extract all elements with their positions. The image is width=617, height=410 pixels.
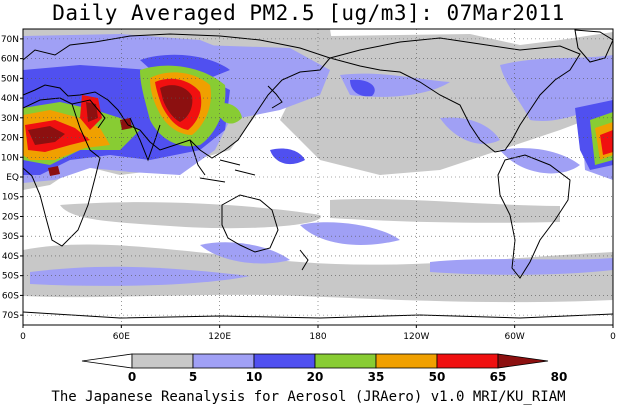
legend-swatch: [314, 353, 377, 369]
legend-swatch: [192, 353, 255, 369]
legend-swatch: [436, 353, 499, 369]
y-tick-label: 10S: [2, 193, 19, 203]
y-tick-label: 70N: [1, 35, 19, 45]
y-tick-label: 40S: [2, 252, 19, 262]
color-legend: 0 5 10 20 35 50 65 80: [81, 353, 568, 384]
y-tick-label: 30S: [2, 232, 19, 242]
coastline-arabia-india: [71, 99, 161, 162]
x-tick-label: 60E: [113, 332, 130, 342]
coastline-north-america: [328, 37, 581, 153]
x-tick-label: 0: [610, 332, 616, 342]
aerosol-field: [23, 29, 613, 303]
band-80-plus: [28, 85, 193, 176]
legend-label: 20: [307, 370, 324, 384]
x-tick-label: 60W: [504, 332, 524, 342]
y-tick-label: 20N: [1, 134, 19, 144]
legend-label: 65: [490, 370, 507, 384]
legend-swatch: [253, 353, 316, 369]
legend-swatch: [131, 353, 194, 369]
coastline-africa: [23, 97, 101, 247]
legend-swatch: [375, 353, 438, 369]
y-tick-label: 70S: [2, 311, 19, 321]
y-tick-label: 10N: [1, 153, 19, 163]
legend-label: 80: [551, 370, 568, 384]
legend-swatch-max: [497, 353, 549, 369]
legend-label: 10: [246, 370, 263, 384]
coastline-new-zealand: [299, 249, 309, 271]
legend-label: 5: [189, 370, 197, 384]
data-credit: The Japanese Reanalysis for Aerosol (JRA…: [51, 389, 566, 405]
coastline-antarctica: [23, 311, 613, 319]
coastline-australia: [221, 194, 279, 253]
legend-swatch-min: [81, 353, 133, 369]
y-tick-label: 50N: [1, 74, 19, 84]
y-tick-label: 40N: [1, 94, 19, 104]
coastline-southeast-asia: [189, 139, 256, 183]
latitude-ticks: 70N 60N 50N 40N 30N 20N 10N EQ 10S 20S 30S 40S 50S 60…: [1, 35, 23, 321]
y-tick-label: 60S: [2, 291, 19, 301]
y-tick-label: EQ: [6, 173, 19, 183]
coastline-south-america: [497, 154, 571, 279]
x-tick-label: 0: [20, 332, 26, 342]
longitude-ticks: 0 60E 120E 180 120W 60W 0: [20, 325, 616, 342]
x-tick-label: 120E: [208, 332, 231, 342]
y-tick-label: 30N: [1, 114, 19, 124]
legend-label: 0: [128, 370, 136, 384]
y-tick-label: 60N: [1, 55, 19, 65]
legend-label: 35: [368, 370, 385, 384]
coastline-greenland: [574, 29, 613, 63]
y-tick-label: 50S: [2, 272, 19, 282]
x-tick-label: 180: [309, 332, 326, 342]
x-tick-label: 120W: [403, 332, 429, 342]
legend-label: 50: [429, 370, 446, 384]
coastline-eurasia: [23, 33, 331, 159]
map-title: Daily Averaged PM2.5 [ug/m3]: 07Mar2011: [52, 1, 565, 25]
y-tick-label: 20S: [2, 212, 19, 222]
